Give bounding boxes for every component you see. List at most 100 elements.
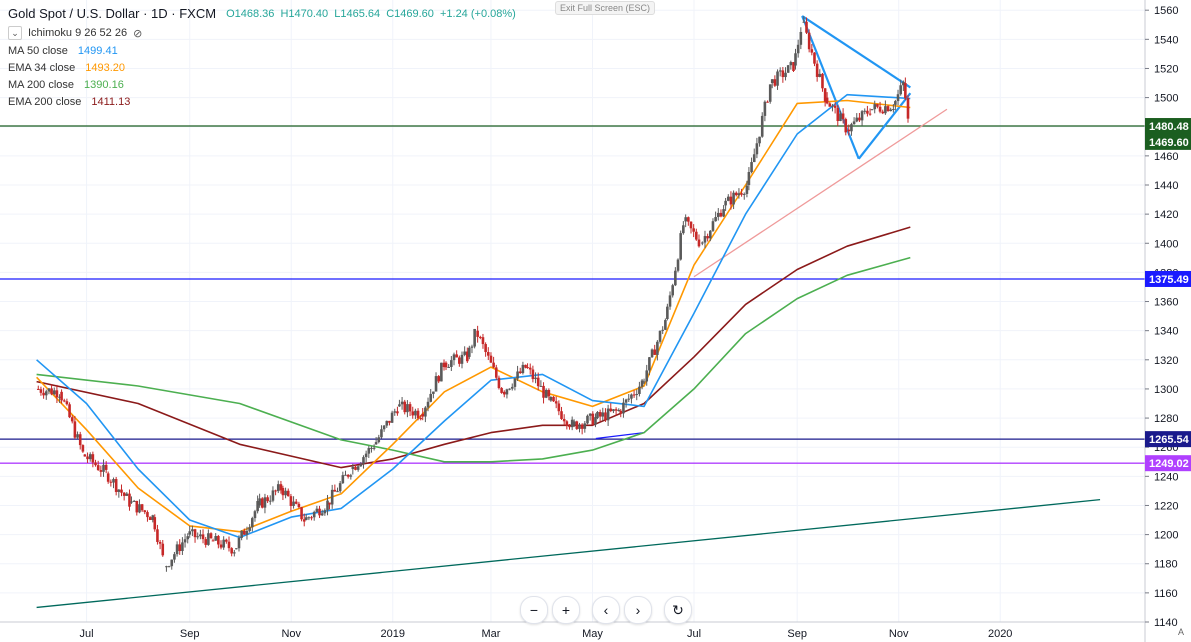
candle-body xyxy=(638,386,641,394)
scroll-left-button[interactable]: ‹ xyxy=(592,596,620,624)
y-tick-label: 1420 xyxy=(1154,209,1178,221)
candle-body xyxy=(689,221,693,229)
candle-body xyxy=(460,354,464,364)
candle-body xyxy=(167,566,171,568)
candle-body xyxy=(627,398,631,400)
candle-body xyxy=(508,388,511,390)
indicator-row-ma50[interactable]: MA 50 close 1499.41 xyxy=(8,45,519,57)
candle-body xyxy=(349,475,353,477)
candle-body xyxy=(114,479,118,492)
candle-body xyxy=(786,65,790,73)
eye-hidden-icon[interactable]: ⊘ xyxy=(133,27,143,40)
candle-body xyxy=(132,500,136,502)
close-value: C1469.60 xyxy=(386,7,434,20)
y-tick-label: 1540 xyxy=(1154,34,1178,46)
trendline-long-term-support[interactable] xyxy=(36,498,1101,609)
candle-body xyxy=(489,355,493,363)
candle-body xyxy=(881,111,885,114)
price-axis-background[interactable] xyxy=(1145,0,1191,642)
indicator-row-ema200[interactable]: EMA 200 close 1411.13 xyxy=(8,96,519,108)
exit-fullscreen-button[interactable]: Exit Full Screen (ESC) xyxy=(555,1,656,15)
candle-body xyxy=(466,351,469,362)
price-level-tag xyxy=(1145,431,1191,448)
x-tick-label: Sep xyxy=(180,628,200,640)
candle-body xyxy=(617,409,621,411)
trendline-channel-support[interactable] xyxy=(693,108,948,278)
trendline-may-support[interactable] xyxy=(595,431,645,440)
moving-average-ema200[interactable] xyxy=(36,226,911,469)
candle-body xyxy=(807,32,811,50)
candle-body xyxy=(199,534,202,537)
auto-scale-button[interactable]: A xyxy=(1177,627,1184,637)
candle-body xyxy=(302,519,306,522)
indicator-row-ema34[interactable]: EMA 34 close 1493.20 xyxy=(8,62,519,74)
moving-average-ma200[interactable] xyxy=(36,256,911,463)
candle-body xyxy=(679,233,682,260)
candle-body xyxy=(60,391,63,401)
candle-body xyxy=(73,421,77,438)
candle-body xyxy=(279,484,283,491)
candle-body xyxy=(170,559,174,567)
zoom-out-button[interactable]: − xyxy=(520,596,548,624)
candle-body xyxy=(810,49,814,53)
price-level-label: 1375.49 xyxy=(1149,274,1189,286)
indicator-row-ichimoku[interactable]: ⌄ Ichimoku 9 26 52 26 ⊘ xyxy=(8,26,519,40)
candle-body xyxy=(476,330,479,337)
candle-body xyxy=(432,391,435,394)
candle-body xyxy=(726,196,730,201)
candle-body xyxy=(297,503,301,508)
candle-body xyxy=(714,217,717,222)
candle-body xyxy=(307,517,311,519)
candle-body xyxy=(333,489,337,492)
candle-body xyxy=(886,106,890,112)
candle-body xyxy=(183,539,187,543)
candle-body xyxy=(117,489,121,492)
candle-body xyxy=(825,97,829,104)
candle-body xyxy=(463,351,466,355)
candle-body xyxy=(648,357,651,371)
indicator-row-ma200[interactable]: MA 200 close 1390.16 xyxy=(8,79,519,91)
trendline-triangle-upper[interactable] xyxy=(801,15,911,89)
candle-body xyxy=(178,544,182,552)
zoom-in-button[interactable]: + xyxy=(552,596,580,624)
trendlines xyxy=(36,15,1101,609)
candle-body xyxy=(258,498,261,506)
reset-chart-button[interactable]: ↻ xyxy=(664,596,692,624)
candle-body xyxy=(755,143,759,155)
scroll-right-button[interactable]: › xyxy=(624,596,652,624)
trendline-triangle-left[interactable] xyxy=(801,15,860,160)
symbol-name: Gold Spot / U.S. Dollar · 1D · FXCM xyxy=(8,6,217,21)
candle-body xyxy=(81,445,85,452)
candle-body xyxy=(876,104,879,107)
candle-body xyxy=(518,371,522,374)
candle-body xyxy=(94,462,97,466)
candle-body xyxy=(250,518,254,528)
moving-average-ma50[interactable] xyxy=(36,93,911,539)
moving-average-ema34[interactable] xyxy=(36,99,911,533)
candle-body xyxy=(534,377,537,380)
current-price-label: 1469.60 xyxy=(1149,137,1189,149)
candle-body xyxy=(135,500,139,513)
candle-body xyxy=(323,510,327,514)
candle-body xyxy=(578,424,581,429)
candle-body xyxy=(742,193,746,195)
x-tick-label: Nov xyxy=(889,628,909,640)
chevron-down-icon[interactable]: ⌄ xyxy=(8,26,22,40)
candle-body xyxy=(356,466,360,470)
candle-body xyxy=(328,502,331,505)
candle-body xyxy=(411,411,415,416)
candle-body xyxy=(860,111,864,121)
candle-body xyxy=(237,537,241,549)
candle-body xyxy=(429,393,433,402)
candle-body xyxy=(447,366,450,368)
candle-body xyxy=(338,483,342,492)
candle-body xyxy=(624,399,628,403)
trendline-triangle-lower[interactable] xyxy=(857,92,912,160)
candle-body xyxy=(642,381,646,383)
candle-body xyxy=(671,285,674,296)
candle-body xyxy=(661,329,665,331)
candle-body xyxy=(542,385,545,398)
candle-body xyxy=(143,510,147,513)
candle-body xyxy=(844,119,848,133)
